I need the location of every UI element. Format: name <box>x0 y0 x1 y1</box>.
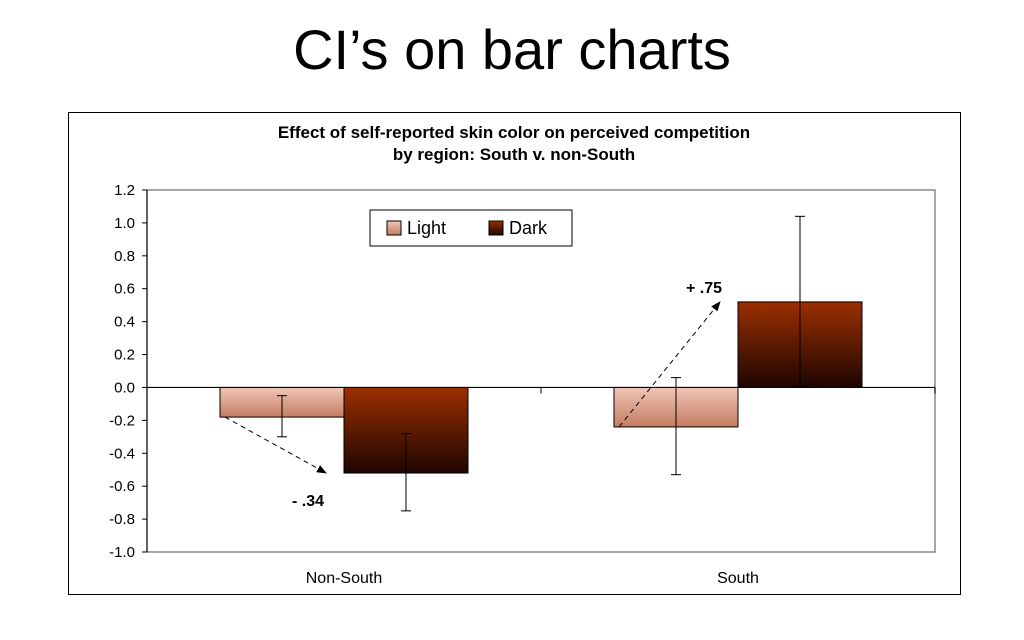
delta-arrow <box>224 416 327 474</box>
legend-label: Light <box>407 218 446 238</box>
bar-chart: Effect of self-reported skin color on pe… <box>109 123 936 587</box>
category-label: South <box>717 570 759 587</box>
y-tick-label: -0.8 <box>109 511 135 528</box>
delta-label: - .34 <box>292 493 324 510</box>
category-label: Non-South <box>306 570 383 587</box>
y-tick-label: 1.0 <box>114 215 135 232</box>
y-tick-label: 1.2 <box>114 182 135 199</box>
y-tick-label: 0.8 <box>114 248 135 265</box>
y-tick-label: -1.0 <box>109 544 135 561</box>
legend-box <box>369 209 573 247</box>
chart-frame: Effect of self-reported skin color on pe… <box>68 112 961 595</box>
y-tick-label: 0.0 <box>114 379 135 396</box>
y-tick-label: -0.4 <box>109 445 135 462</box>
y-tick-label: -0.2 <box>109 412 135 429</box>
delta-label: + .75 <box>686 280 722 297</box>
chart-title-line: Effect of self-reported skin color on pe… <box>278 123 750 142</box>
chart-title-line: by region: South v. non-South <box>393 145 635 164</box>
legend-label: Dark <box>509 218 548 238</box>
slide-title: CI’s on bar charts <box>293 18 731 81</box>
legend-swatch-dark <box>488 220 504 236</box>
y-tick-label: 0.2 <box>114 347 135 364</box>
y-tick-label: 0.4 <box>114 314 135 331</box>
y-tick-label: -0.6 <box>109 478 135 495</box>
y-tick-label: 0.6 <box>114 281 135 298</box>
legend-swatch-light <box>386 220 402 236</box>
